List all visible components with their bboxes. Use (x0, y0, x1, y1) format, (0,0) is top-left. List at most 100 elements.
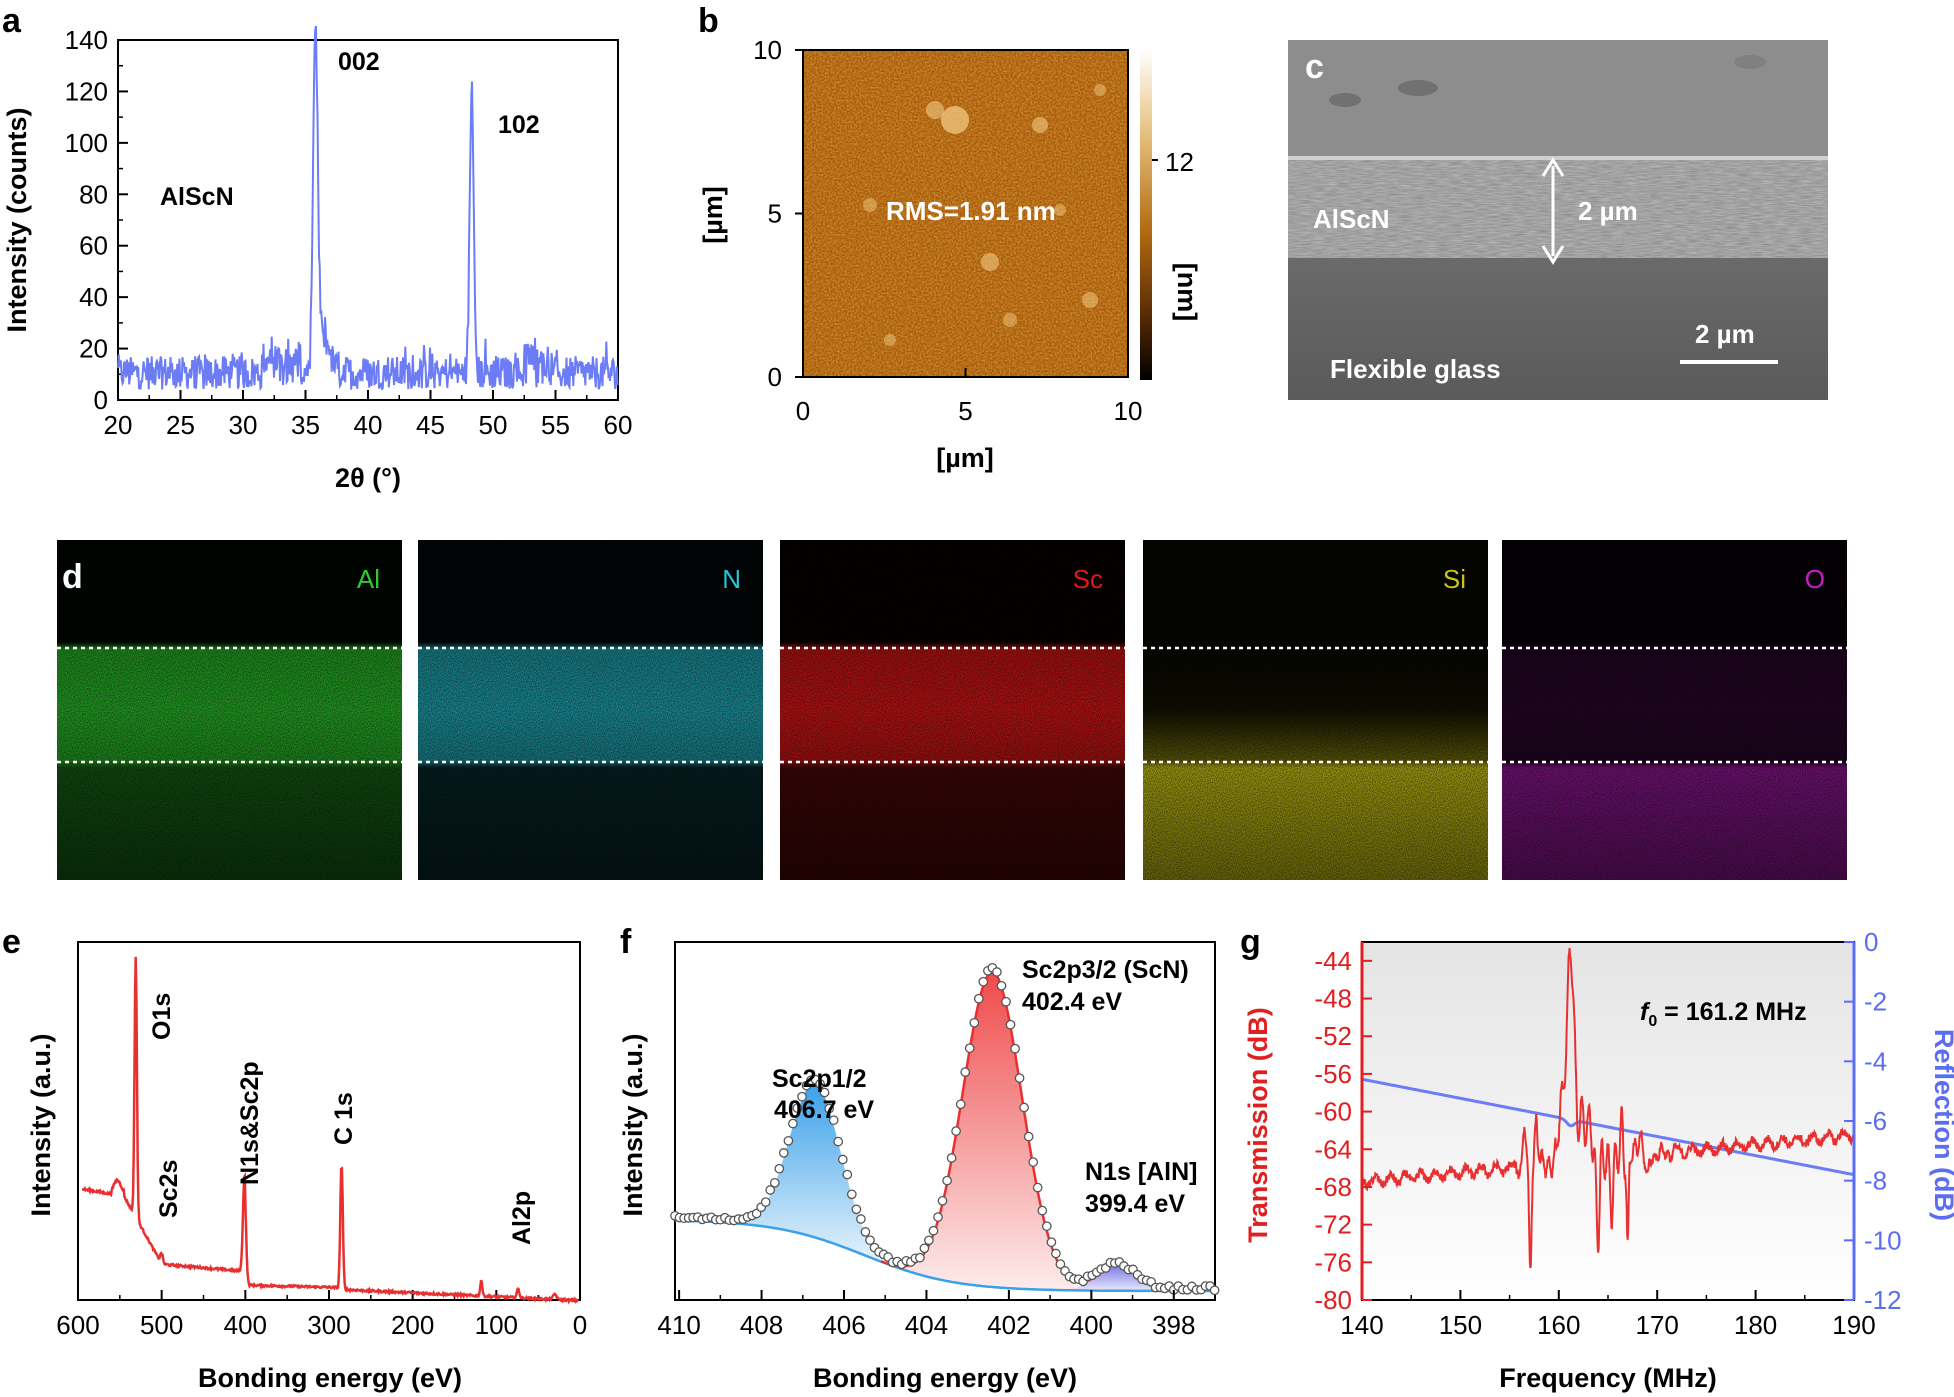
x-tick-label: 35 (291, 410, 320, 440)
data-point (837, 1154, 848, 1165)
y-tick-label: -56 (1314, 1059, 1352, 1089)
panel-b-axes: 0 5 10 0 5 10 (753, 35, 1158, 426)
y-tick-label: -12 (1864, 1285, 1902, 1315)
x-tick-label: 20 (104, 410, 133, 440)
y-tick-label: -2 (1864, 987, 1887, 1017)
panel-f: f 410 408 406 404 402 400 398 Sc2p1/2 406.7 eV… (618, 923, 1220, 1393)
data-point (933, 1212, 943, 1222)
sc2p32-fill (885, 972, 1088, 1291)
y-tick-label: 20 (79, 334, 108, 364)
peak-label-n1s-sc2p: N1s&Sc2p (236, 1061, 264, 1185)
panel-d: Al N Sc Si O (57, 540, 1847, 880)
x-tick-label: 400 (224, 1310, 267, 1340)
transmission-line (1361, 947, 1855, 1269)
y-axis-title: [µm] (698, 186, 728, 244)
thickness-label: 2 µm (1578, 196, 1638, 226)
data-point (833, 1136, 844, 1147)
data-point (996, 980, 1007, 991)
x-tick-label: 402 (987, 1310, 1030, 1340)
y-tick-label: -64 (1314, 1134, 1352, 1164)
sample-label: AlScN (160, 183, 234, 211)
sc2p12-fill (675, 1083, 894, 1267)
x-axis-title: Bonding energy (eV) (813, 1363, 1077, 1393)
y-tick-label: 40 (79, 282, 108, 312)
data-point (964, 1043, 975, 1054)
x-tick-label: 25 (166, 410, 195, 440)
y-tick-label: -52 (1314, 1021, 1352, 1051)
peak-label-c1s: C 1s (330, 1092, 358, 1145)
y-axis-title: Intensity (a.u.) (26, 1033, 56, 1216)
eds-map-o: O (1502, 540, 1847, 880)
data-point (1041, 1221, 1052, 1232)
x-tick-label: 300 (307, 1310, 350, 1340)
x-tick-label: 160 (1537, 1310, 1580, 1340)
eds-map-n: N (418, 540, 763, 880)
y-tick-label: 80 (79, 179, 108, 209)
x-tick-label: 404 (905, 1310, 948, 1340)
measured-points (670, 962, 1220, 1296)
data-point (915, 1252, 925, 1263)
data-point (951, 1126, 961, 1136)
panel-g-background (1362, 942, 1854, 1300)
x-tick-label: 140 (1340, 1310, 1383, 1340)
y-tick-label: -10 (1864, 1225, 1902, 1255)
x-tick-label: 30 (229, 410, 258, 440)
y-tick-label: 60 (79, 231, 108, 261)
data-point (774, 1163, 785, 1174)
data-point (828, 1115, 839, 1126)
peak-energy-sc2p12: 406.7 eV (774, 1096, 874, 1124)
eds-element-label: O (1805, 564, 1825, 594)
data-point (946, 1153, 957, 1163)
f0-label: f0 = 161.2 MHz (1640, 998, 1807, 1030)
data-point (928, 1225, 939, 1236)
data-point (751, 1208, 762, 1219)
y-tick-label: -8 (1864, 1166, 1887, 1196)
n1s-fill (1066, 1265, 1166, 1291)
data-point (942, 1175, 952, 1186)
rms-label: RMS=1.91 nm (886, 196, 1056, 226)
x-axis-title: Bonding energy (eV) (198, 1363, 462, 1393)
y-tick-label: 0 (1864, 927, 1878, 957)
peak-label-102: 102 (498, 111, 540, 139)
x-tick-label: 180 (1734, 1310, 1777, 1340)
x-tick-label: 45 (416, 410, 445, 440)
eds-map-si: Si (1143, 540, 1488, 880)
y-tick-label: -68 (1314, 1172, 1352, 1202)
y-tick-label: -72 (1314, 1210, 1352, 1240)
y-axis-title-left: Transmission (dB) (1243, 1007, 1273, 1243)
data-point (919, 1243, 930, 1254)
peak-label-al2p: Al2p (508, 1191, 536, 1245)
data-point (978, 976, 989, 987)
eds-map-al: Al (57, 540, 402, 880)
sem-substrate (1288, 258, 1828, 400)
eds-element-label: Al (357, 564, 380, 594)
data-point (788, 1118, 798, 1129)
y-tick-label: 0 (768, 362, 782, 392)
x-axis-title: [µm] (936, 443, 994, 473)
y-tick-label: 100 (65, 128, 108, 158)
panel-f-label: f (620, 923, 632, 961)
x-tick-label: 408 (740, 1310, 783, 1340)
y-axis-title-right: Reflection (dB) (1929, 1029, 1954, 1221)
colorbar-tick: 12 (1165, 147, 1194, 177)
x-tick-label: 200 (391, 1310, 434, 1340)
data-point (973, 993, 984, 1004)
data-point (1055, 1259, 1066, 1269)
data-point (842, 1169, 853, 1180)
data-point (792, 1103, 803, 1113)
data-point (937, 1195, 948, 1206)
data-point (860, 1227, 871, 1237)
data-point (1001, 996, 1011, 1007)
colorbar-label: [nm] (1172, 263, 1202, 321)
x-tick-label: 10 (1114, 396, 1143, 426)
panel-d-label: d (62, 558, 83, 596)
layer-label: AlScN (1313, 204, 1390, 234)
peak-label-sc2p12: Sc2p1/2 (772, 1065, 867, 1093)
y-tick-label: -6 (1864, 1106, 1887, 1136)
data-point (1051, 1248, 1061, 1259)
x-tick-label: 0 (796, 396, 810, 426)
data-point (969, 1017, 980, 1028)
data-point (1019, 1102, 1029, 1113)
x-tick-label: 100 (475, 1310, 518, 1340)
